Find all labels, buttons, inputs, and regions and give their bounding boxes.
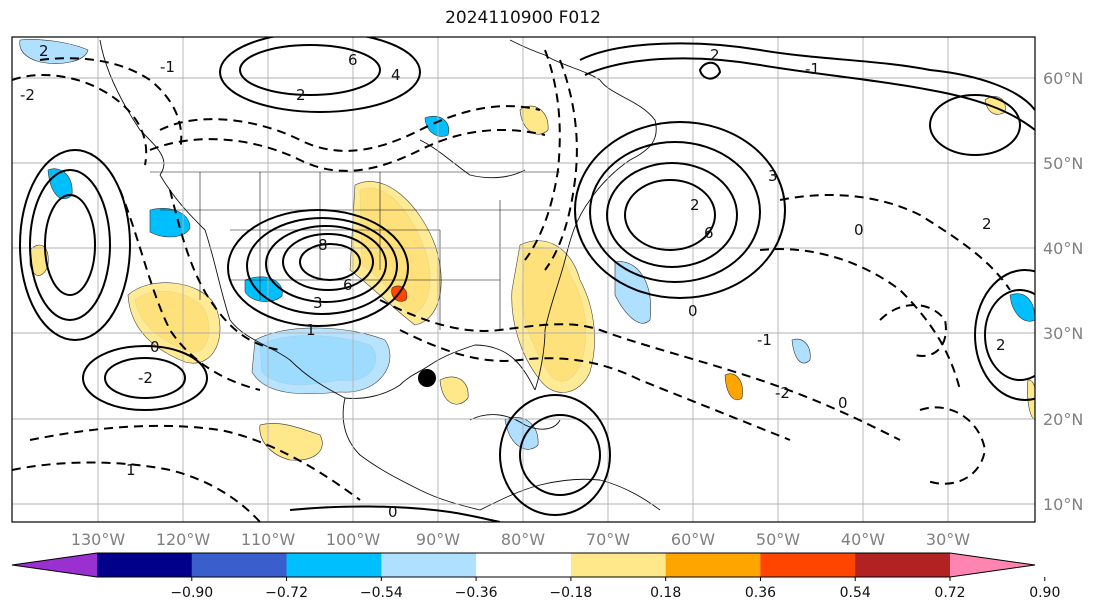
contour-label: -2: [20, 86, 35, 104]
contour-label: 6: [704, 224, 714, 242]
lat-label: 40°N: [1043, 239, 1083, 258]
shade-light-canada: [519, 105, 549, 135]
colorbar-segment: [191, 553, 288, 577]
contour-label: -2: [138, 369, 153, 387]
colorbar-tick-label: −0.18: [549, 585, 592, 601]
contour-label: 2: [996, 336, 1006, 354]
colorbar-tick-label: 0.90: [1029, 585, 1060, 601]
lon-label: 50°W: [756, 530, 800, 549]
contour-label: 8: [318, 236, 328, 254]
lon-label: 90°W: [416, 530, 460, 549]
contour-label: -2: [775, 384, 790, 402]
lon-label: 100°W: [326, 530, 381, 549]
solid-contours: [19, 37, 1035, 522]
colorbar-segments: [11, 552, 1036, 578]
contour-label: 2: [982, 215, 992, 233]
contour-label: 2: [690, 196, 700, 214]
contour-label: -1: [160, 58, 175, 76]
contour-labels: 6 4 2 2 -1 -2 8 6 3 1 0 -2 6 2 0 -2 2 -1…: [20, 42, 1006, 521]
contour-label: 0: [688, 302, 698, 320]
lon-label: 40°W: [841, 530, 885, 549]
colorbar-tick-label: 0.36: [745, 585, 776, 601]
lon-label: 30°W: [926, 530, 970, 549]
colorbar-ticks: [191, 577, 1046, 581]
latitude-labels: 60°N 50°N 40°N 30°N 20°N 10°N: [1043, 69, 1083, 514]
colorbar-segment: [97, 553, 193, 577]
lon-label: 120°W: [156, 530, 211, 549]
shade-negative-east-atl: [1009, 293, 1035, 322]
shade-positive-mexico-coast: [259, 423, 323, 461]
colorbar-segment: [760, 553, 856, 577]
colorbar-segment: [570, 553, 667, 577]
map-title: 2024110900 F012: [445, 8, 601, 28]
dashed-contours: [12, 49, 1011, 522]
colorbar-outline: [11, 552, 1036, 578]
colorbar-tick-label: −0.36: [455, 585, 498, 601]
shade-negative-canada: [424, 115, 450, 137]
contour-label: 0: [388, 503, 398, 521]
colorbar-tick-label: 0.54: [840, 585, 871, 601]
colorbar-extend-high: [950, 553, 1035, 577]
shade-light-caribbean: [439, 376, 469, 405]
lat-label: 60°N: [1043, 69, 1083, 88]
lon-label: 130°W: [71, 530, 126, 549]
shade-negative-caribbean: [504, 416, 539, 450]
contour-label: 2: [39, 42, 49, 60]
shade-negative-atl-mid: [791, 338, 811, 364]
colorbar-segment: [381, 553, 477, 577]
lat-label: 10°N: [1043, 495, 1083, 514]
contour-label: 3: [313, 294, 323, 312]
longitude-labels: 130°W 120°W 110°W 100°W 90°W 80°W 70°W 6…: [71, 530, 970, 549]
contour-label: 4: [391, 66, 401, 84]
contour-label: 0: [838, 394, 848, 412]
colorbar-segment: [855, 553, 951, 577]
contour-label: 6: [343, 276, 353, 294]
shade-light-gulf: [251, 327, 391, 395]
lat-label: 20°N: [1043, 410, 1083, 429]
shade-light-southeast-us: [511, 240, 595, 393]
contour-label: 0: [150, 338, 160, 356]
lon-label: 70°W: [586, 530, 630, 549]
contour-label: -1: [757, 331, 772, 349]
lon-label: 80°W: [501, 530, 545, 549]
shade-negative-west: [149, 208, 191, 238]
colorbar-tick-label: 0.72: [934, 585, 965, 601]
contour-label: 2: [710, 46, 720, 64]
lon-label: 110°W: [241, 530, 296, 549]
colorbar-tick-label: −0.90: [170, 585, 213, 601]
contour-label: 1: [126, 461, 136, 479]
coastlines: [99, 39, 661, 511]
colorbar-extend-low: [12, 553, 97, 577]
contour-label: 3: [768, 167, 778, 185]
colorbar-tick-label: −0.54: [360, 585, 403, 601]
colorbar: −0.90 −0.72 −0.54 −0.36 −0.18 0.18 0.36 0.54 0.7…: [11, 552, 1060, 601]
colorbar-segment: [665, 553, 761, 577]
shade-positive-central-atl: [724, 373, 743, 401]
storm-center-marker: [418, 369, 436, 387]
colorbar-labels: −0.90 −0.72 −0.54 −0.36 −0.18 0.18 0.36 0.54 0.7…: [170, 585, 1060, 601]
plot-frame: [11, 36, 1036, 523]
colorbar-tick-label: 0.18: [650, 585, 681, 601]
lat-label: 50°N: [1043, 154, 1083, 173]
lon-label: 60°W: [671, 530, 715, 549]
shade-light-southwest: [127, 282, 221, 364]
contour-label: 6: [348, 51, 358, 69]
lat-label: 30°N: [1043, 324, 1083, 343]
colorbar-segment: [476, 553, 572, 577]
colorbar-segment: [286, 553, 382, 577]
contour-label: 1: [306, 321, 316, 339]
colorbar-tick-label: −0.72: [265, 585, 308, 601]
contour-label: 2: [296, 86, 306, 104]
shaded-fields: [19, 39, 1035, 461]
contour-label: 0: [854, 221, 864, 239]
state-borders: [150, 171, 560, 330]
contour-label: -1: [805, 60, 820, 78]
